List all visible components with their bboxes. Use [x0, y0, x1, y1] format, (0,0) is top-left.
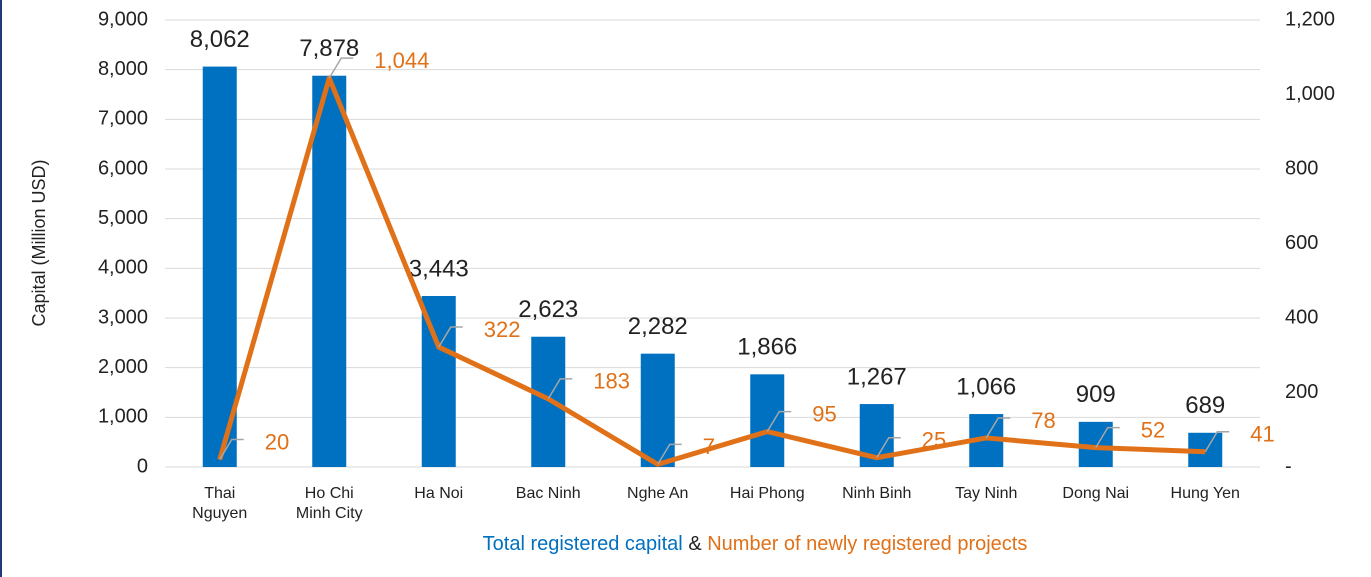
y-tick-label: 8,000 — [98, 58, 148, 80]
y-tick-label: 4,000 — [98, 257, 148, 279]
legend: Total registered capital & Number of new… — [0, 533, 1371, 556]
x-tick-label: Hung Yen — [1170, 485, 1240, 502]
y2-tick-label: 600 — [1285, 232, 1318, 254]
x-tick-label: Ha Noi — [414, 485, 464, 502]
y-tick-label: 6,000 — [98, 157, 148, 179]
y2-tick-label: 400 — [1285, 306, 1318, 328]
y-tick-label: 0 — [137, 455, 148, 477]
line-value-label: 52 — [1141, 417, 1165, 442]
line — [217, 75, 1206, 467]
leader-line — [219, 438, 244, 460]
line-value-label: 20 — [265, 429, 289, 454]
y-tick-label: 5,000 — [98, 207, 148, 229]
y2-tick-label: 800 — [1285, 157, 1318, 179]
x-tick-label: Tay Ninh — [955, 485, 1018, 502]
x-tick-label: Ninh Binh — [842, 485, 912, 502]
leader-line — [1095, 426, 1120, 449]
y-tick-label: 2,000 — [98, 356, 148, 378]
leader-line — [547, 378, 573, 400]
y-tick-label: 7,000 — [98, 108, 148, 130]
x-tick-label: Hai Phong — [729, 485, 805, 502]
legend-line: Number of newly registered projects — [707, 533, 1028, 555]
bar-value-label: 8,062 — [190, 26, 250, 53]
y2-tick-label: 200 — [1285, 381, 1318, 403]
legend-separator: & — [688, 533, 702, 555]
leader-line — [657, 443, 682, 465]
bar-value-label: 909 — [1076, 381, 1116, 408]
x-tick-label: Dong Nai — [1062, 485, 1130, 502]
y2-tick-label: - — [1285, 455, 1292, 477]
bar — [312, 75, 347, 467]
bar-value-label: 2,282 — [628, 313, 688, 340]
line-value-label: 7 — [703, 434, 715, 459]
bar-value-label: 689 — [1185, 392, 1225, 419]
line-value-label: 1,044 — [374, 48, 429, 73]
leader-line — [328, 57, 354, 79]
x-tick-label: Ho Chi Minh City — [295, 485, 363, 522]
line-value-label: 78 — [1031, 408, 1055, 433]
y-tick-label: 9,000 — [98, 8, 148, 30]
leader-line — [1204, 430, 1230, 453]
line-value-label: 25 — [922, 428, 946, 453]
legend-bar: Total registered capital — [482, 533, 683, 555]
leader-line — [766, 410, 792, 432]
leader-line — [985, 417, 1011, 439]
bar — [640, 353, 675, 467]
leader-line — [876, 436, 901, 459]
bar-value-label: 1,267 — [847, 363, 907, 390]
line-value-label: 322 — [484, 317, 521, 342]
y-axis-label: Capital (Million USD) — [29, 159, 49, 326]
bar-value-label: 3,443 — [409, 255, 469, 282]
y-tick-label: 1,000 — [98, 406, 148, 428]
bar-value-label: 2,623 — [518, 296, 578, 323]
x-tick-label: Thai Nguyen — [192, 485, 248, 522]
x-tick-label: Bac Ninh — [515, 485, 581, 502]
bar — [750, 374, 785, 467]
y-tick-label: 3,000 — [98, 306, 148, 328]
y2-tick-label: 1,000 — [1285, 83, 1335, 105]
y2-tick-label: 1,200 — [1285, 8, 1335, 30]
line-value-label: 41 — [1250, 422, 1274, 447]
leader-line — [438, 326, 463, 348]
bar-value-label: 1,866 — [737, 334, 797, 361]
x-tick-label: Nghe An — [627, 485, 689, 502]
bar — [531, 336, 566, 467]
line-value-label: 183 — [593, 369, 630, 394]
line-value-label: 95 — [812, 401, 836, 426]
bar-value-label: 1,066 — [956, 373, 1016, 400]
bar — [202, 66, 237, 467]
